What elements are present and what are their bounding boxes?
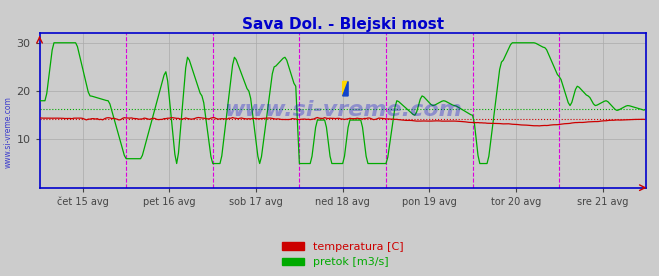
Legend: temperatura [C], pretok [m3/s]: temperatura [C], pretok [m3/s] [277, 237, 408, 272]
Text: www.si-vreme.com: www.si-vreme.com [3, 97, 13, 168]
Polygon shape [343, 81, 348, 96]
Title: Sava Dol. - Blejski most: Sava Dol. - Blejski most [242, 17, 444, 32]
Polygon shape [343, 81, 348, 96]
Text: www.si-vreme.com: www.si-vreme.com [224, 100, 461, 120]
